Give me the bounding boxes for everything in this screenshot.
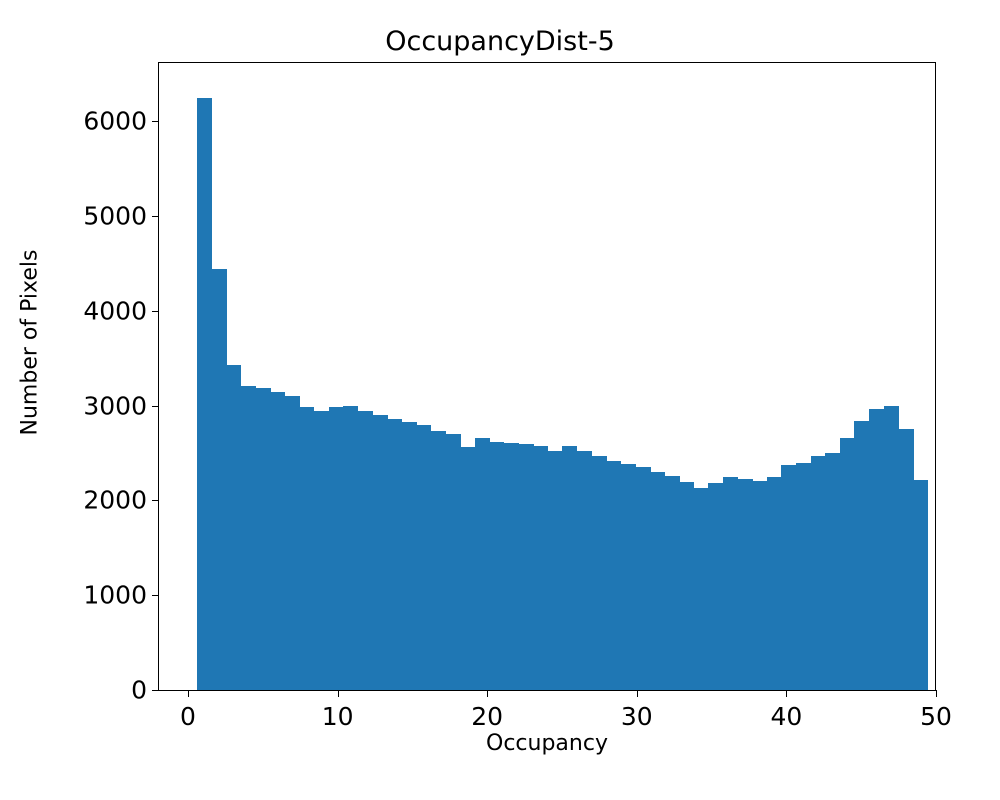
histogram-bar [576, 451, 593, 690]
histogram-bar [503, 443, 520, 690]
histogram-bar [591, 455, 607, 690]
histogram-bar [766, 476, 783, 690]
x-tick-label: 10 [321, 702, 354, 731]
histogram-bar [796, 463, 812, 690]
histogram-bar [460, 447, 476, 690]
histogram-bar [343, 405, 359, 690]
histogram-bar [270, 392, 286, 690]
x-axis-label: Occupancy [486, 731, 608, 756]
histogram-bar [533, 446, 549, 690]
chart-title: OccupancyDist-5 [385, 26, 615, 57]
y-tick-mark [152, 690, 159, 691]
y-tick-mark [152, 310, 159, 312]
histogram-bar [912, 480, 929, 690]
histogram-bar [839, 437, 856, 690]
histogram-bar [752, 480, 768, 690]
histogram-bar [679, 482, 695, 690]
histogram-bar [401, 421, 417, 690]
histogram-bar [372, 414, 388, 690]
y-axis-label: Number of Pixels [17, 249, 43, 436]
histogram-bar [255, 388, 271, 690]
histogram-bar [416, 425, 432, 690]
histogram-bar [240, 385, 257, 690]
x-tick-mark [188, 690, 189, 697]
x-tick-mark [487, 690, 489, 697]
y-tick-label: 0 [131, 675, 147, 705]
histogram-bar [445, 433, 461, 690]
y-tick-label: 4000 [83, 296, 147, 326]
x-tick-mark [636, 690, 638, 697]
histogram-bar [898, 429, 914, 690]
histogram-bar [620, 464, 636, 690]
x-tick-label: 50 [920, 702, 952, 731]
y-tick-mark [152, 405, 159, 407]
histogram-bar [635, 467, 651, 690]
plot-axes: 0 1000 2000 3000 4000 5000 6000 0 10 20 30 40 50 [83, 62, 952, 731]
histogram-bar [883, 405, 899, 690]
histogram-bar [737, 478, 753, 690]
x-tick-label: 30 [620, 702, 653, 731]
histogram-bar [284, 396, 300, 690]
bars-container [159, 63, 935, 690]
y-tick-mark [152, 121, 159, 122]
histogram-bar [649, 471, 666, 690]
histogram-bar [328, 406, 344, 690]
histogram-bar [357, 411, 373, 690]
y-tick-label: 6000 [83, 106, 147, 136]
histogram-bar [313, 411, 330, 690]
x-tick-label: 40 [770, 702, 803, 731]
histogram-bar [562, 445, 578, 690]
x-tick-mark [786, 690, 788, 697]
histogram-bar [226, 364, 242, 690]
histogram-bar [722, 476, 739, 690]
histogram-bar [489, 441, 505, 690]
y-tick-label: 2000 [83, 485, 147, 515]
histogram-bar [781, 465, 797, 690]
y-tick-label: 5000 [83, 201, 147, 231]
y-tick-label: 3000 [83, 391, 147, 420]
x-tick-mark [337, 690, 339, 697]
histogram-bar [854, 420, 870, 690]
histogram-bar [299, 407, 315, 690]
x-tick-label: 20 [471, 702, 504, 731]
histogram-bar [869, 409, 885, 690]
y-tick-mark [152, 595, 159, 597]
histogram-bar [810, 455, 826, 690]
histogram-bar [518, 444, 534, 690]
histogram-bar [211, 268, 227, 690]
y-tick-mark [152, 500, 159, 502]
histogram-bar [606, 460, 622, 690]
histogram-bar [386, 419, 403, 690]
x-tick-mark [936, 690, 937, 697]
x-tick-label: 0 [180, 702, 196, 731]
histogram-bar [708, 483, 724, 690]
y-tick-label: 1000 [83, 580, 147, 610]
y-tick-mark [152, 215, 159, 217]
histogram-bar [693, 487, 709, 690]
histogram-bar [547, 451, 563, 690]
histogram-bar [430, 431, 446, 690]
histogram-bar [197, 98, 213, 690]
histogram-bar [664, 475, 680, 690]
histogram-bar [474, 437, 490, 690]
histogram-bar [825, 452, 841, 690]
